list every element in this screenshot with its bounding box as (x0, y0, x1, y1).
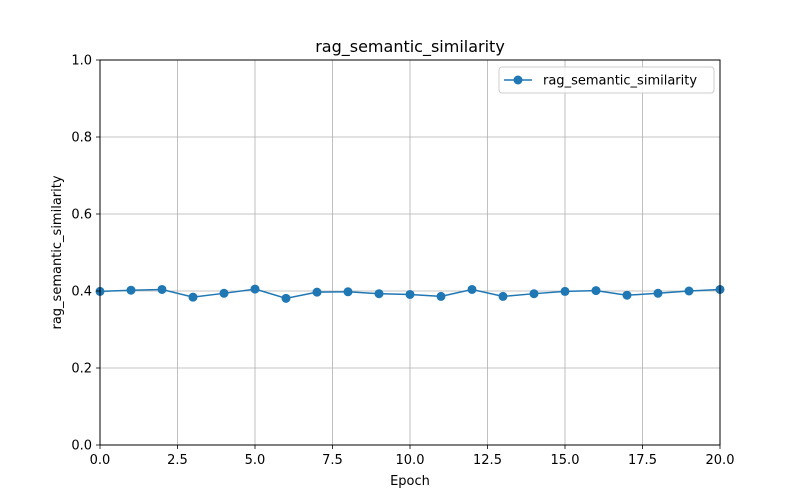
legend: rag_semantic_similarity (498, 66, 715, 94)
y-tick-label: 0.0 (71, 439, 92, 454)
data-point (622, 290, 632, 300)
data-point (343, 287, 353, 297)
data-point (188, 292, 198, 302)
data-point (219, 288, 229, 298)
x-tick-label: 20.0 (706, 453, 735, 468)
data-point (312, 287, 322, 297)
y-tick-label: 1.0 (71, 54, 92, 69)
data-point (157, 284, 167, 294)
data-point (467, 284, 477, 294)
x-tick-label: 0.0 (90, 453, 111, 468)
x-tick-label: 5.0 (245, 453, 266, 468)
chart-title: rag_semantic_similarity (315, 37, 505, 57)
y-tick-label: 0.6 (71, 208, 92, 223)
y-axis-label: rag_semantic_similarity (50, 175, 65, 329)
data-point (405, 289, 415, 299)
x-tick-label: 12.5 (473, 453, 502, 468)
x-tick-label: 15.0 (551, 453, 580, 468)
data-point (436, 291, 446, 301)
data-point (498, 291, 508, 301)
legend-box (498, 66, 715, 94)
y-tick-label: 0.2 (71, 362, 92, 377)
data-point (653, 288, 663, 298)
y-tick-label: 0.4 (71, 285, 92, 300)
data-point (560, 286, 570, 296)
x-axis-label: Epoch (390, 474, 430, 489)
data-point (250, 284, 260, 294)
series-layer (95, 284, 725, 303)
data-point (281, 293, 291, 303)
legend-marker-swatch (513, 75, 523, 85)
x-tick-label: 17.5 (628, 453, 657, 468)
data-point (684, 286, 694, 296)
x-tick-label: 2.5 (167, 453, 188, 468)
data-point (529, 289, 539, 299)
x-tick-label: 7.5 (322, 453, 343, 468)
data-point (374, 289, 384, 299)
data-point (126, 285, 136, 295)
axis-ticks: 0.0 2.5 5.0 7.5 10.0 12.5 15.0 17.5 20.0 0.0 0.2 0.… (71, 54, 734, 469)
legend-entry-label: rag_semantic_similarity (543, 74, 697, 89)
x-tick-label: 10.0 (396, 453, 425, 468)
data-point (591, 286, 601, 296)
y-tick-label: 0.8 (71, 131, 92, 146)
